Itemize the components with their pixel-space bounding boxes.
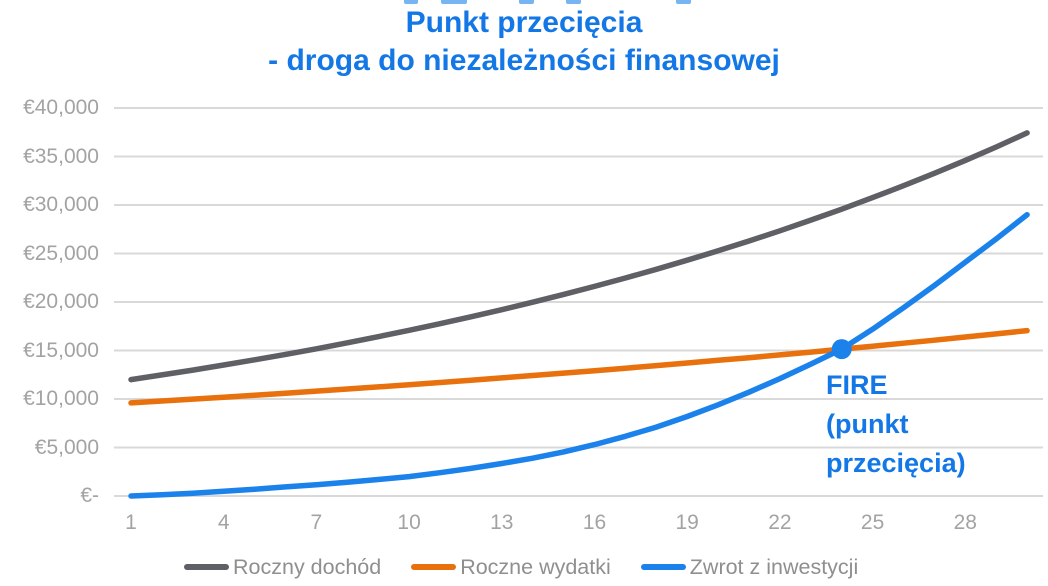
fire-annotation-line2: (punkt <box>826 409 909 439</box>
y-axis-label: €5,000 <box>34 435 99 459</box>
x-axis-label: 13 <box>490 511 514 534</box>
y-axis-label: €30,000 <box>23 193 99 216</box>
x-axis-label: 28 <box>953 511 977 534</box>
x-axis-label: 7 <box>310 511 323 534</box>
fire-annotation-line3: przecięcia) <box>826 448 966 478</box>
legend-item-roi: Zwrot z inwestycji <box>640 554 859 580</box>
fire-annotation: FIRE (punkt przecięcia) <box>826 366 966 483</box>
y-axis-label: €25,000 <box>23 241 99 265</box>
chart-legend: Roczny dochód Roczne wydatki Zwrot z inw… <box>184 553 858 581</box>
clipped-text-fragment <box>0 0 1048 5</box>
x-axis-label: 19 <box>675 511 699 534</box>
x-axis-label: 22 <box>768 511 792 534</box>
expenses-line-swatch <box>411 564 457 570</box>
legend-label-income: Roczny dochód <box>233 554 382 579</box>
chart-title-line2: - droga do niezależności finansowej <box>268 44 780 77</box>
y-axis-label: €20,000 <box>23 290 99 313</box>
roi-line-swatch <box>640 564 686 570</box>
chart-title: Punkt przecięcia - droga do niezależnośc… <box>0 4 1048 80</box>
y-axis-label: €35,000 <box>23 144 99 168</box>
income-line-swatch <box>184 564 229 570</box>
legend-label-roi: Zwrot z inwestycji <box>689 554 859 579</box>
series-line-2 <box>128 211 1030 499</box>
x-axis-label: 1 <box>125 511 137 534</box>
fire-annotation-line1: FIRE <box>826 370 888 400</box>
series-line-1 <box>128 327 1030 406</box>
y-axis-label: €15,000 <box>23 338 99 362</box>
series-line-0 <box>128 130 1030 383</box>
y-axis-label: €40,000 <box>23 96 99 119</box>
legend-item-expenses: Roczne wydatki <box>411 555 611 580</box>
chart-title-line1: Punkt przecięcia <box>405 6 643 39</box>
legend-label-expenses: Roczne wydatki <box>460 554 611 579</box>
legend-item-income: Roczny dochód <box>184 555 381 580</box>
x-axis-label: 4 <box>217 511 230 534</box>
y-axis-label: €10,000 <box>23 387 99 410</box>
x-axis-label: 16 <box>582 511 607 534</box>
x-axis-label: 25 <box>860 511 885 534</box>
y-axis-label: €- <box>80 484 99 507</box>
x-axis-label: 10 <box>397 511 421 534</box>
fire-marker-dot <box>831 339 852 360</box>
